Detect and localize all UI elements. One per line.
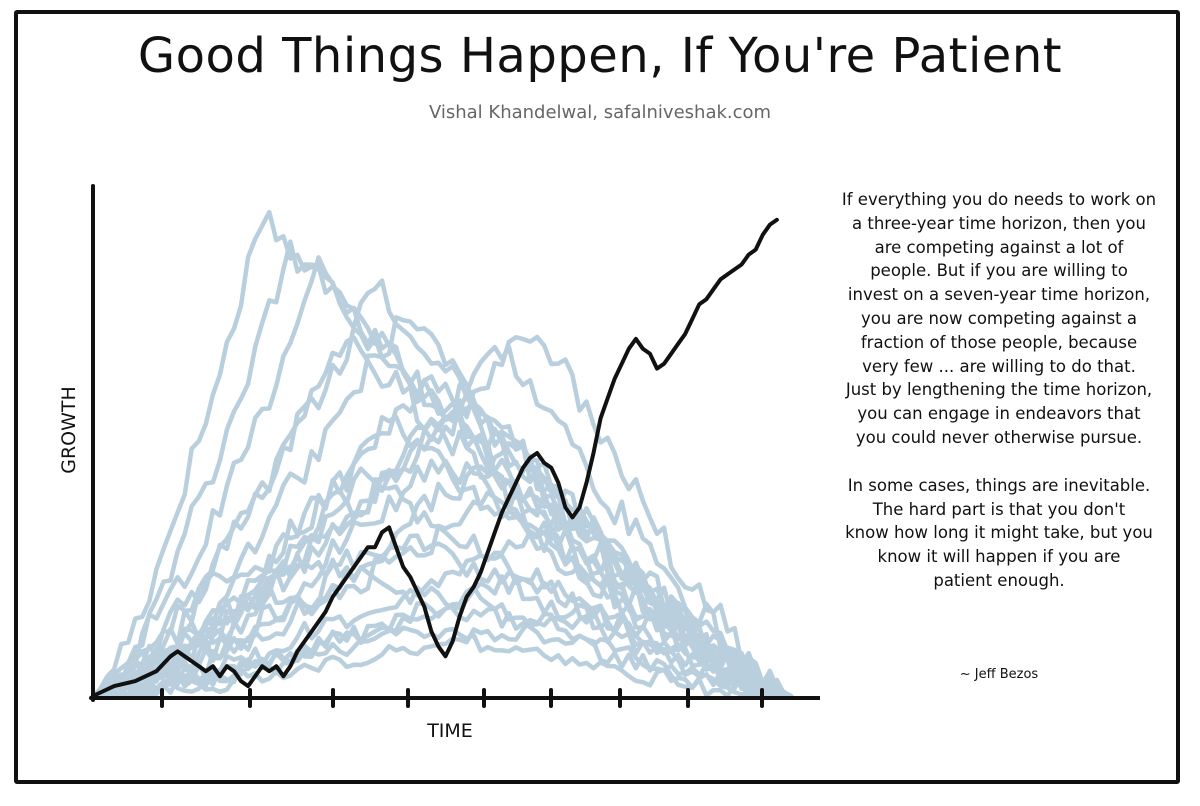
background-series-line xyxy=(90,414,794,699)
author-credit: Vishal Khandelwal, safalniveshak.com xyxy=(428,102,772,123)
quote-line: patient enough. xyxy=(933,570,1065,590)
quote-line: The hard part is that you don't xyxy=(872,499,1126,519)
quote-line: In some cases, things are inevitable. xyxy=(847,475,1151,495)
highlight-series-line xyxy=(91,217,779,698)
quote-line: a three-year time horizon, then you xyxy=(852,213,1146,233)
growth-chart: GROWTH TIME xyxy=(58,184,820,742)
quote-text: If everything you do needs to work on a t… xyxy=(818,188,1180,617)
quote-line: you are now competing against a xyxy=(860,308,1138,328)
background-series-line xyxy=(90,400,794,699)
quote-line: Just by lengthening the time horizon, xyxy=(845,380,1153,400)
quote-line: fraction of those people, because xyxy=(860,332,1138,352)
background-series-line xyxy=(90,625,794,699)
background-series-line xyxy=(90,604,794,699)
page-title: Good Things Happen, If You're Patient xyxy=(137,28,1063,84)
quote-line: know how long it might take, but you xyxy=(845,523,1153,543)
background-series-group xyxy=(90,209,794,699)
quote-line: are competing against a lot of xyxy=(874,237,1124,257)
quote-paragraph-2: In some cases, things are inevitable. The… xyxy=(818,474,1180,593)
highlight-series-group xyxy=(91,217,779,698)
quote-line: very few ... are willing to do that. xyxy=(862,356,1136,376)
background-series-line xyxy=(90,438,794,699)
axes xyxy=(89,184,820,702)
quote-line: know it will happen if you are xyxy=(877,547,1121,567)
quote-attribution: ~ Jeff Bezos xyxy=(959,667,1039,682)
background-series-line xyxy=(90,490,794,699)
quote-line: invest on a seven-year time horizon, xyxy=(847,285,1151,305)
quote-line: you could never otherwise pursue. xyxy=(855,427,1143,447)
background-series-line xyxy=(90,514,794,699)
quote-line: If everything you do needs to work on xyxy=(841,190,1157,209)
x-ticks xyxy=(160,688,764,708)
quote-paragraph-1: If everything you do needs to work on a t… xyxy=(818,188,1180,450)
quote-line: you can engage in endeavors that xyxy=(857,404,1141,424)
quote-line: people. But if you are willing to xyxy=(870,261,1128,281)
x-axis-label: TIME xyxy=(426,720,473,742)
y-axis-label: GROWTH xyxy=(58,386,80,474)
